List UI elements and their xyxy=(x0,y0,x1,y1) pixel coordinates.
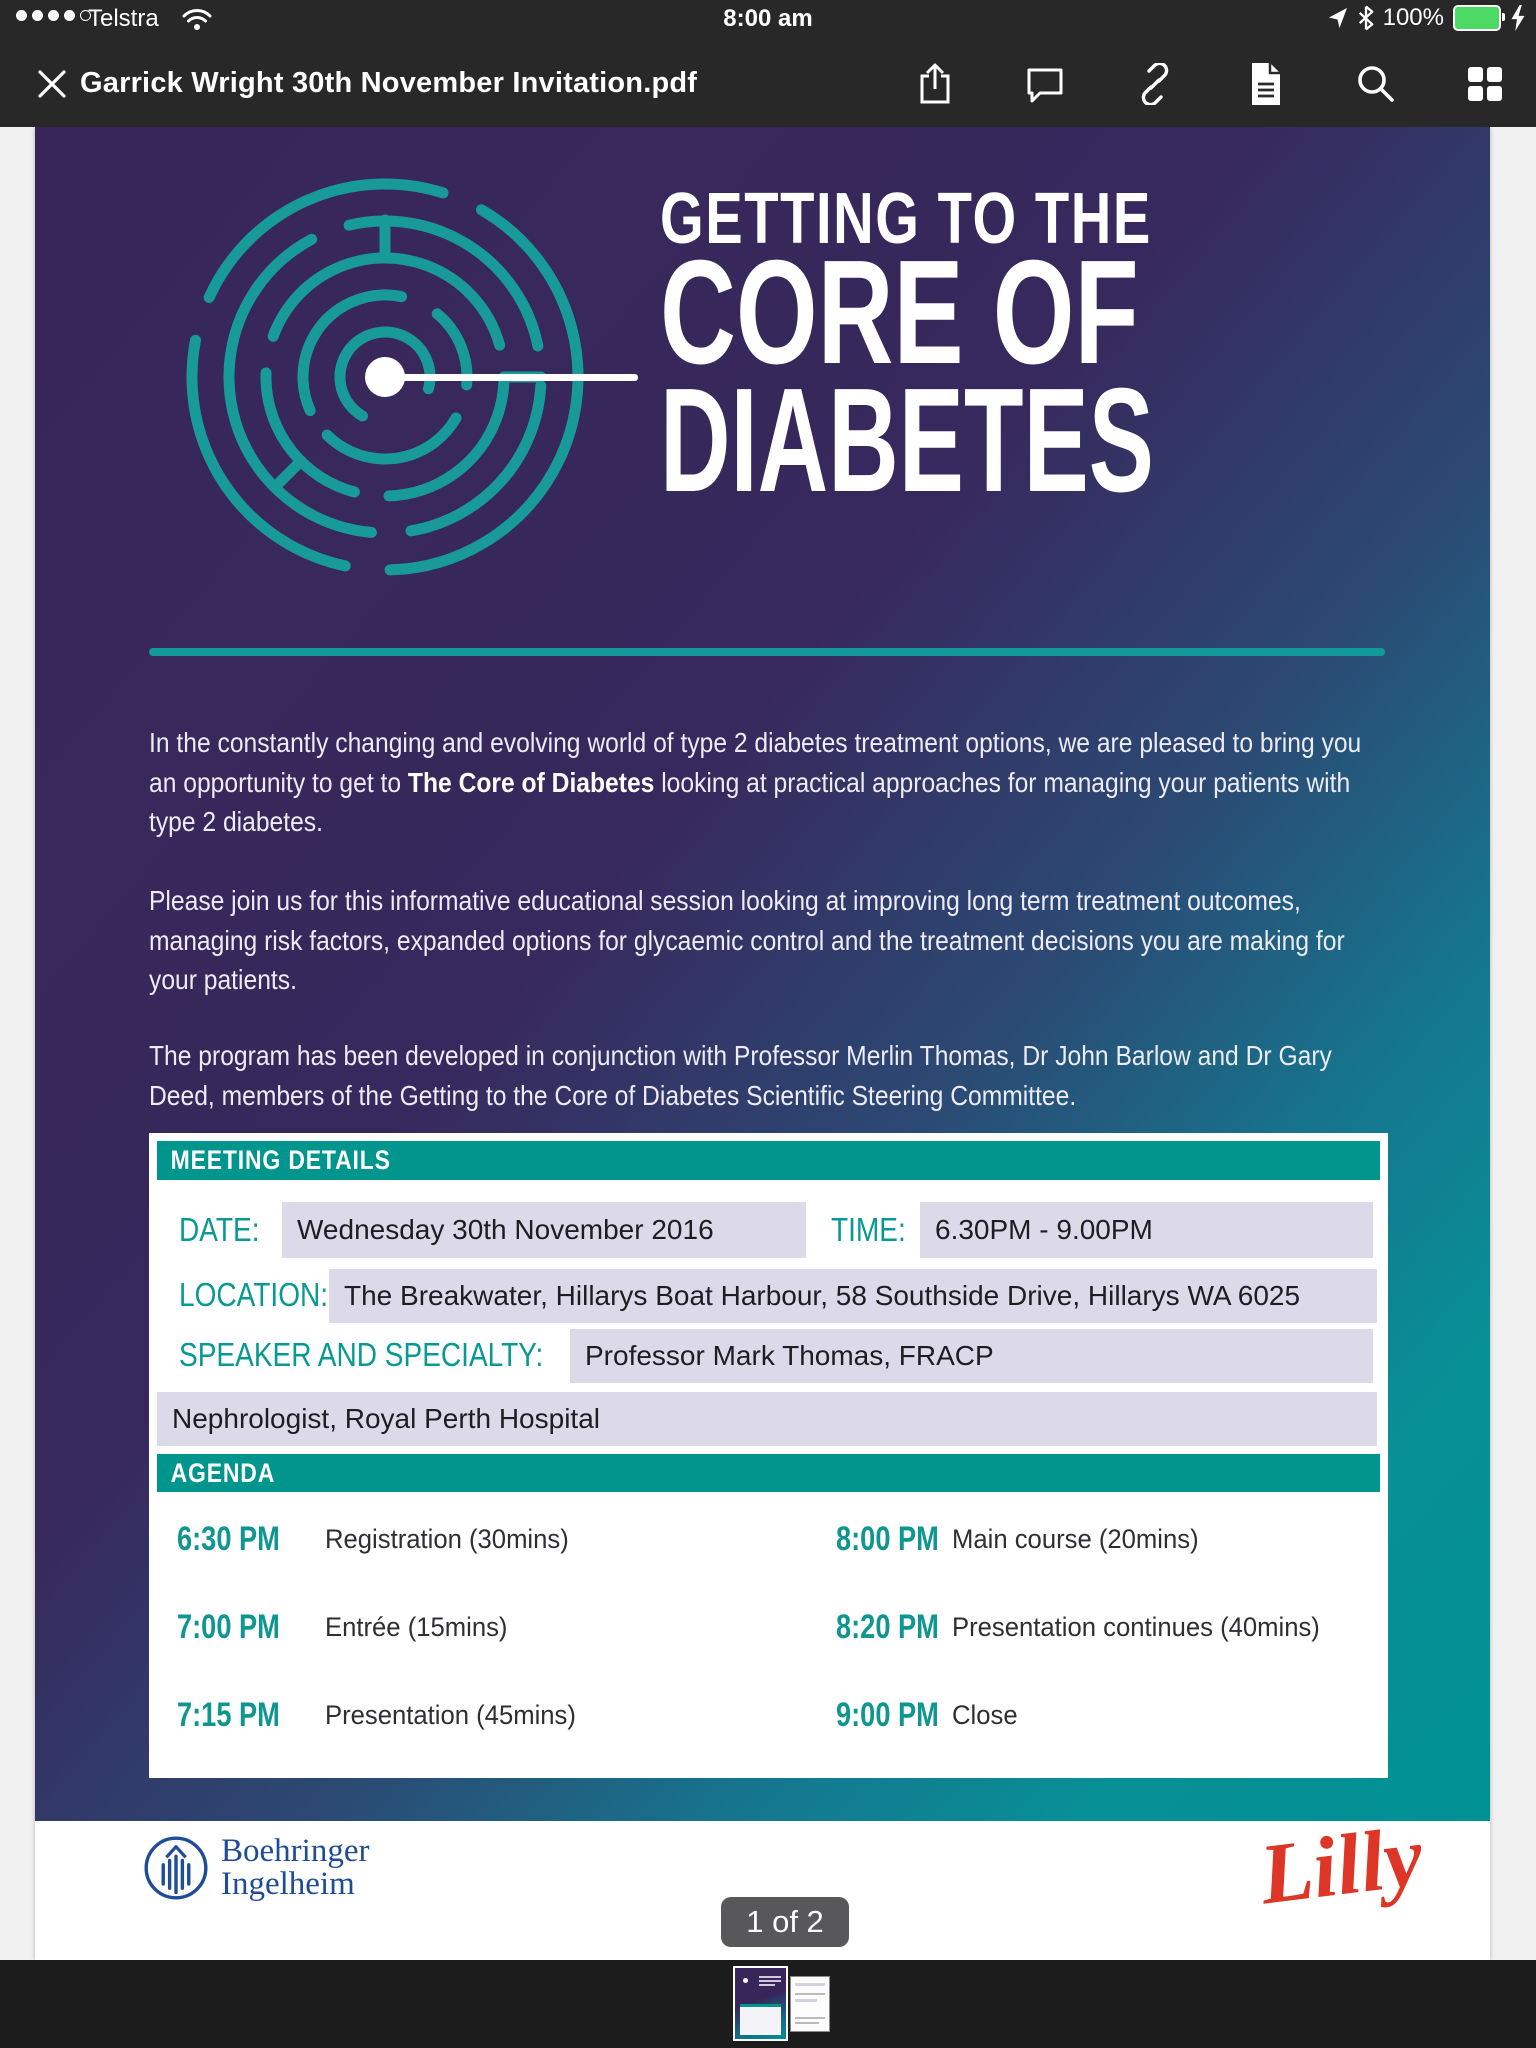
time-value: 6.30PM - 9.00PM xyxy=(920,1202,1373,1258)
logo-pointer-line xyxy=(385,374,638,381)
grid-icon xyxy=(1468,66,1502,101)
title-line-1: GETTING TO THE xyxy=(660,179,1152,259)
location-label: LOCATION: xyxy=(179,1268,354,1322)
search-button[interactable] xyxy=(1352,61,1398,107)
battery-icon xyxy=(1453,5,1505,31)
session-paragraph: Please join us for this informative educ… xyxy=(149,885,1345,995)
agenda-row: 6:30 PM Registration (30mins) 8:00 PM Ma… xyxy=(149,1517,1388,1561)
cell-signal-icon xyxy=(16,10,91,21)
meeting-details-card: MEETING DETAILS DATE: Wednesday 30th Nov… xyxy=(149,1133,1388,1778)
app-chrome: Telstra 8:00 am 100% xyxy=(0,0,1536,127)
status-right-cluster: 100% xyxy=(1327,4,1526,32)
teal-divider-rule xyxy=(149,648,1385,656)
lilly-logo: Lilly xyxy=(1254,1807,1428,1923)
page-thumbnail-2[interactable] xyxy=(790,1976,830,2032)
pdf-toolbar: Garrick Wright 30th November Invitation.… xyxy=(0,40,1536,127)
date-label-text: DATE: xyxy=(179,1211,260,1248)
agenda-item-label: Presentation (45mins) xyxy=(325,1700,576,1730)
program-paragraph: The program has been developed in conjun… xyxy=(149,1040,1332,1111)
status-bar: Telstra 8:00 am 100% xyxy=(0,0,1536,40)
location-label-text: LOCATION: xyxy=(179,1276,329,1313)
page-thumbnail-1[interactable] xyxy=(733,1966,788,2041)
invitation-hero: GETTING TO THE CORE OF DIABETES In the c… xyxy=(35,127,1490,1821)
wifi-icon xyxy=(182,8,212,32)
agenda-item-label: Entrée (15mins) xyxy=(325,1612,508,1642)
title-line-2: CORE OF xyxy=(660,230,1139,395)
intro-paragraph-text: In the constantly changing and evolving … xyxy=(149,727,1362,798)
speaker-label-text: SPEAKER AND SPECIALTY: xyxy=(179,1336,544,1373)
boehringer-wordmark: Boehringer Ingelheim xyxy=(221,1835,369,1901)
close-button[interactable] xyxy=(36,62,76,106)
page-indicator-badge: 1 of 2 xyxy=(721,1897,849,1947)
battery-percent: 100% xyxy=(1382,4,1444,31)
location-arrow-icon xyxy=(1328,8,1347,28)
time-label-text: TIME: xyxy=(831,1211,906,1248)
location-value: The Breakwater, Hillarys Boat Harbour, 5… xyxy=(329,1269,1377,1323)
boehringer-ingelheim-logo: Boehringer Ingelheim xyxy=(143,1835,369,1901)
agenda-time: 8:20 PM xyxy=(836,1608,939,1646)
time-label: TIME: xyxy=(831,1202,919,1258)
thumbnails-grid-button[interactable] xyxy=(1462,61,1508,107)
thumbnail-bar xyxy=(0,1960,1536,2048)
speaker-value: Professor Mark Thomas, FRACP xyxy=(570,1329,1373,1383)
status-clock: 8:00 am xyxy=(723,5,813,32)
speaker-label: SPEAKER AND SPECIALTY: xyxy=(179,1328,608,1382)
agenda-header: AGENDA xyxy=(157,1454,1380,1492)
search-icon xyxy=(1358,65,1394,102)
share-button[interactable] xyxy=(912,61,958,107)
intro-paragraph-tail: looking at practical approaches for mana… xyxy=(149,766,1351,838)
date-value: Wednesday 30th November 2016 xyxy=(282,1202,806,1258)
comment-button[interactable] xyxy=(1022,61,1068,107)
agenda-row: 7:15 PM Presentation (45mins) 9:00 PM Cl… xyxy=(149,1693,1388,1737)
document-page-icon xyxy=(1252,62,1280,105)
intro-paragraph-bold: The Core of Diabetes xyxy=(407,766,655,798)
carrier-label: Telstra xyxy=(88,5,159,32)
title-line-3: DIABETES xyxy=(660,358,1154,523)
toolbar-actions xyxy=(912,40,1508,127)
agenda-item-label: Presentation continues (40mins) xyxy=(952,1612,1320,1642)
bluetooth-icon xyxy=(1358,5,1374,31)
agenda-row: 7:00 PM Entrée (15mins) 8:20 PM Presenta… xyxy=(149,1605,1388,1649)
agenda-time: 7:00 PM xyxy=(177,1608,280,1646)
boehringer-emblem-icon xyxy=(144,1836,208,1900)
comment-icon xyxy=(1027,68,1063,102)
agenda-time: 8:00 PM xyxy=(836,1520,939,1558)
boehringer-line2: Ingelheim xyxy=(221,1866,355,1902)
agenda-heading: AGENDA xyxy=(170,1457,276,1488)
meeting-details-header: MEETING DETAILS xyxy=(157,1141,1380,1180)
close-icon xyxy=(38,70,66,98)
document-title: Garrick Wright 30th November Invitation.… xyxy=(80,67,698,99)
link-button[interactable] xyxy=(1132,61,1178,107)
share-icon xyxy=(920,63,950,103)
maze-logo-icon xyxy=(186,178,584,576)
boehringer-line1: Boehringer xyxy=(221,1833,370,1869)
pdf-viewer-area[interactable]: GETTING TO THE CORE OF DIABETES In the c… xyxy=(0,127,1536,2048)
agenda-item-label: Main course (20mins) xyxy=(952,1524,1199,1554)
charging-bolt-icon xyxy=(1511,5,1525,31)
link-icon xyxy=(1141,62,1169,105)
agenda-time: 6:30 PM xyxy=(177,1520,280,1558)
intro-paragraph: In the constantly changing and evolving … xyxy=(149,723,1381,842)
pdf-page-1: GETTING TO THE CORE OF DIABETES In the c… xyxy=(35,127,1490,1960)
date-label: DATE: xyxy=(179,1202,274,1258)
agenda-time: 7:15 PM xyxy=(177,1696,280,1734)
outline-button[interactable] xyxy=(1242,61,1288,107)
speaker-detail-value: Nephrologist, Royal Perth Hospital xyxy=(157,1392,1377,1446)
agenda-time: 9:00 PM xyxy=(836,1696,939,1734)
meeting-details-heading: MEETING DETAILS xyxy=(170,1145,391,1175)
agenda-item-label: Registration (30mins) xyxy=(325,1524,569,1554)
agenda-item-label: Close xyxy=(952,1700,1018,1730)
